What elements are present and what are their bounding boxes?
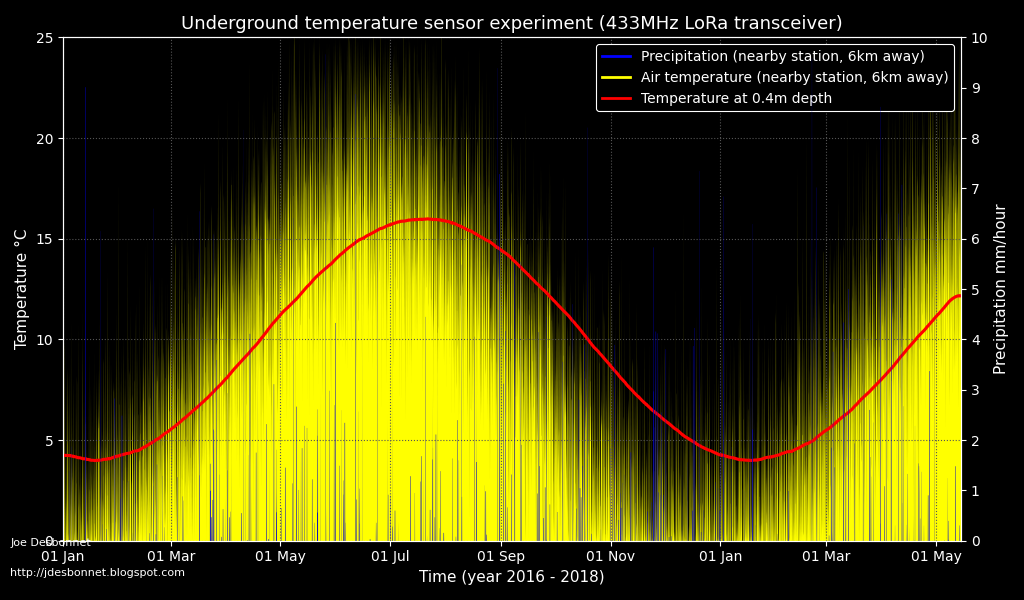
Text: Joe Desbonnet: Joe Desbonnet xyxy=(10,538,91,548)
Text: http://jdesbonnet.blogspot.com: http://jdesbonnet.blogspot.com xyxy=(10,568,185,578)
X-axis label: Time (year 2016 - 2018): Time (year 2016 - 2018) xyxy=(419,570,605,585)
Title: Underground temperature sensor experiment (433MHz LoRa transceiver): Underground temperature sensor experimen… xyxy=(181,15,843,33)
Y-axis label: Precipitation mm/hour: Precipitation mm/hour xyxy=(994,204,1009,374)
Legend: Precipitation (nearby station, 6km away), Air temperature (nearby station, 6km a: Precipitation (nearby station, 6km away)… xyxy=(596,44,954,111)
Y-axis label: Temperature °C: Temperature °C xyxy=(15,229,30,349)
